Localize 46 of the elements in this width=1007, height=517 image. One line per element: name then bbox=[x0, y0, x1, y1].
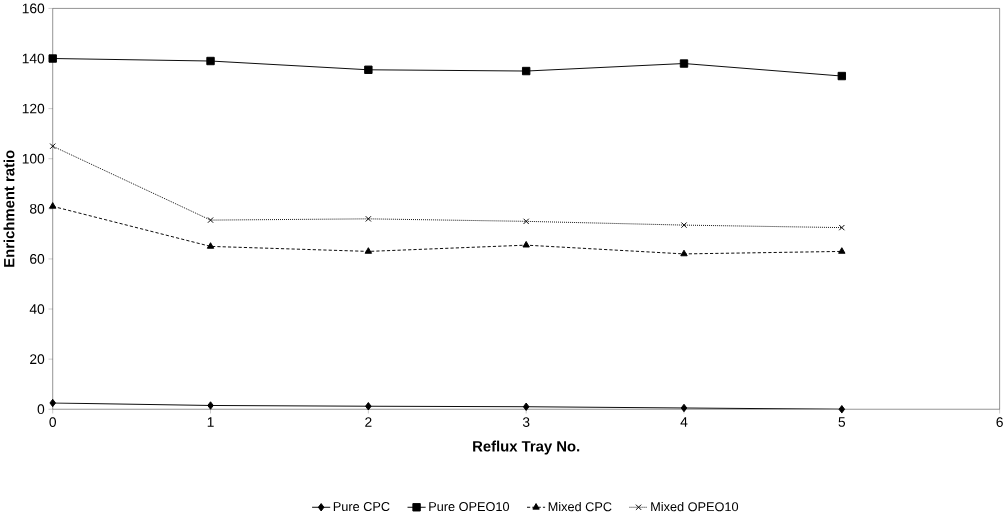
legend-label: Pure OPEO10 bbox=[429, 502, 510, 512]
point bbox=[365, 402, 372, 411]
point bbox=[837, 71, 847, 81]
point bbox=[207, 401, 214, 410]
y-tick-label: 160 bbox=[22, 3, 45, 14]
y-tick-label: 40 bbox=[29, 304, 45, 314]
point bbox=[49, 398, 56, 408]
point bbox=[364, 247, 373, 254]
y-tick-label: 140 bbox=[22, 53, 45, 64]
legend-label: Pure CPC bbox=[333, 502, 390, 512]
point bbox=[522, 240, 530, 248]
point bbox=[49, 143, 56, 150]
point bbox=[207, 217, 214, 224]
x-tick-label: 4 bbox=[680, 417, 688, 427]
point bbox=[365, 215, 372, 222]
point bbox=[49, 202, 57, 209]
point bbox=[206, 56, 215, 66]
y-tick-label: 0 bbox=[37, 404, 45, 415]
point bbox=[838, 224, 845, 231]
point bbox=[523, 218, 530, 225]
point bbox=[522, 402, 530, 411]
x-tick-label: 6 bbox=[996, 417, 1003, 428]
point bbox=[521, 66, 531, 76]
x-tick-label: 2 bbox=[365, 417, 372, 427]
y-tick-label: 20 bbox=[30, 354, 45, 365]
legend-label: Mixed CPC bbox=[548, 501, 612, 512]
point bbox=[364, 65, 373, 75]
point bbox=[838, 247, 846, 254]
y-tick-label: 120 bbox=[22, 103, 45, 114]
point bbox=[838, 405, 846, 414]
x-tick-label: 0 bbox=[49, 417, 57, 428]
point bbox=[680, 403, 688, 413]
y-tick-label: 80 bbox=[29, 203, 45, 214]
y-tick-label: 60 bbox=[30, 254, 45, 264]
y-axis-title: Enrichment ratio bbox=[3, 150, 15, 267]
point bbox=[680, 222, 688, 229]
x-tick-label: 3 bbox=[522, 417, 530, 428]
x-axis-title: Reflux Tray No. bbox=[473, 440, 580, 455]
x-tick-label: 5 bbox=[838, 417, 846, 427]
y-tick-label: 100 bbox=[22, 153, 45, 164]
point bbox=[48, 54, 57, 63]
point bbox=[680, 249, 688, 257]
point bbox=[206, 242, 215, 249]
legend-label: Mixed OPEO10 bbox=[651, 501, 739, 512]
x-tick-label: 1 bbox=[207, 417, 214, 427]
point bbox=[679, 59, 689, 68]
